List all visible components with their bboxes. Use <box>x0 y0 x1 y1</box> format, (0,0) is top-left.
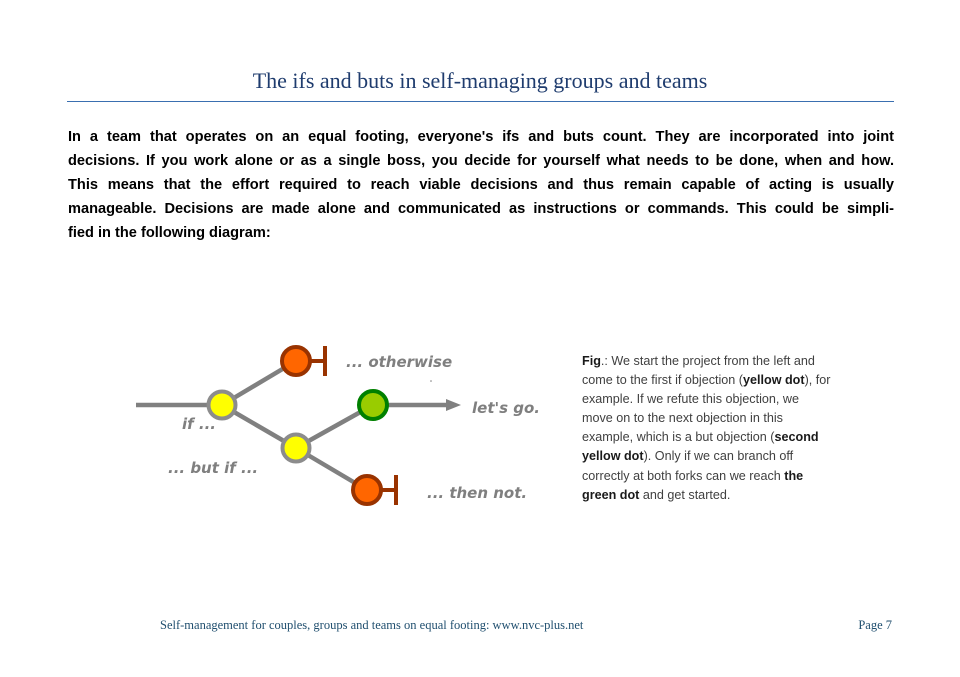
caption-text: correctly at both forks can we reach <box>582 468 785 483</box>
figure-caption: Fig.: We start the project from the left… <box>582 352 872 505</box>
caption-bold-text: green dot <box>582 487 640 502</box>
label-if: if ... <box>182 415 216 433</box>
caption-text: example, which is a but objection ( <box>582 430 775 445</box>
title-divider <box>67 101 894 102</box>
yellow-dot-if <box>206 389 238 421</box>
label-lets-go: let's go. <box>472 399 540 417</box>
stray-dot <box>430 380 432 382</box>
page-number: Page 7 <box>858 618 892 632</box>
caption-line: green dot and get started. <box>582 486 872 505</box>
caption-bold-text: Fig <box>582 354 601 368</box>
label-otherwise: ... otherwise <box>346 353 452 371</box>
caption-bold-text: the <box>784 468 804 483</box>
orange-dot-bottom <box>351 474 383 506</box>
caption-text: ). Only if we can branch off <box>643 449 794 464</box>
caption-line: come to the first if objection (yellow d… <box>582 371 872 390</box>
caption-text: ), for <box>804 373 831 388</box>
caption-line: yellow dot). Only if we can branch off <box>582 447 872 466</box>
caption-line: Fig.: We start the project from the left… <box>582 352 872 371</box>
caption-bold-text: yellow dot <box>582 449 644 464</box>
stop-bar-bottom <box>381 475 398 505</box>
intro-line: In a team that operates on an equal foot… <box>68 129 894 145</box>
caption-text: .: We start the project from the left an… <box>600 354 815 368</box>
stop-bar-top <box>310 346 327 376</box>
intro-line: decisions. If you work alone or as a sin… <box>68 153 894 169</box>
caption-line: example. If we refute this objection, we <box>582 390 872 409</box>
label-but-if: ... but if ... <box>168 459 258 477</box>
caption-bold-text: yellow dot <box>743 373 805 388</box>
intro-paragraph: In a team that operates on an equal foot… <box>68 125 894 245</box>
intro-line: fied in the following diagram: <box>68 225 271 241</box>
page-footer: Self-management for couples, groups and … <box>160 618 892 633</box>
page-title: The ifs and buts in self-managing groups… <box>252 68 708 93</box>
arrow-head-icon <box>446 399 461 411</box>
caption-text: come to the first if objection ( <box>582 373 743 388</box>
intro-line: manageable. Decisions are made alone and… <box>68 201 894 217</box>
caption-bold-text: second <box>774 430 819 445</box>
orange-dot-top <box>280 345 312 377</box>
caption-line: move on to the next objection in this <box>582 409 872 428</box>
caption-line: correctly at both forks can we reach the <box>582 467 872 486</box>
footer-text: Self-management for couples, groups and … <box>160 618 584 632</box>
intro-line: This means that the effort required to r… <box>68 177 894 193</box>
label-then-not: ... then not. <box>427 484 527 502</box>
caption-text: move on to the next objection in this <box>582 411 783 426</box>
caption-line: example, which is a but objection (secon… <box>582 428 872 447</box>
caption-text: example. If we refute this objection, we <box>582 392 800 407</box>
caption-text: and get started. <box>639 487 731 502</box>
yellow-dot-but <box>280 432 312 464</box>
green-dot <box>357 389 389 421</box>
